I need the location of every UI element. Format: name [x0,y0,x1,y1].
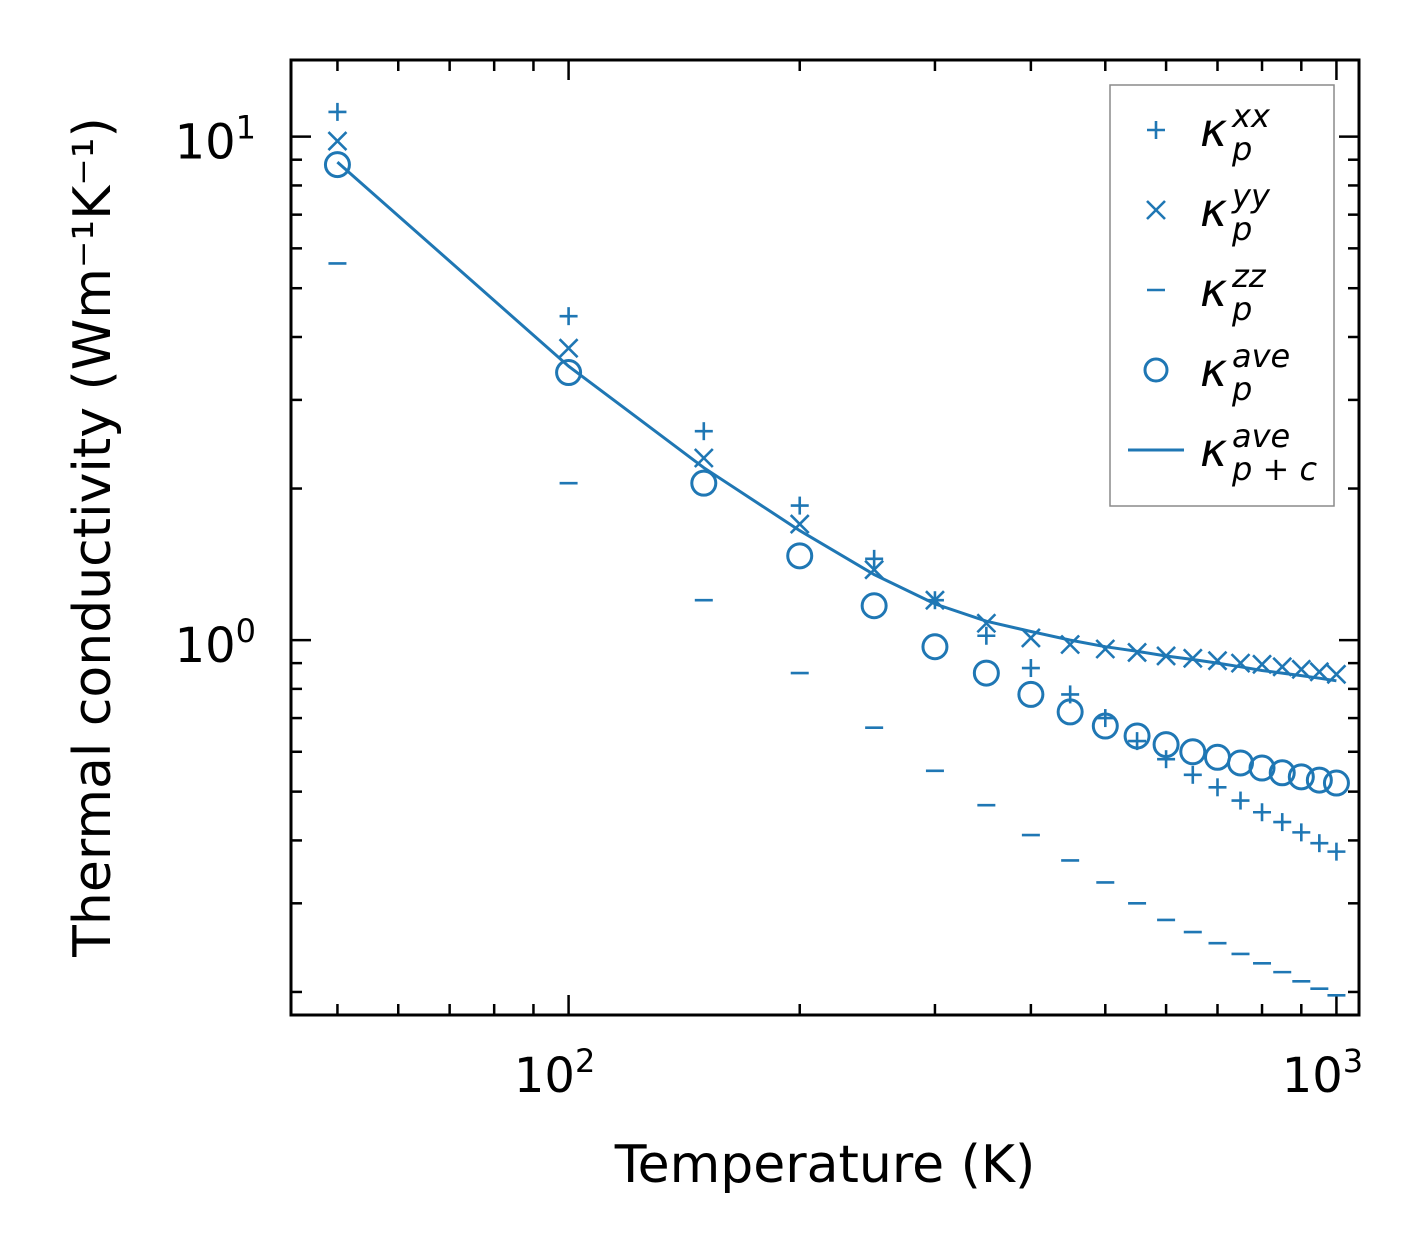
point-ave [690,469,718,497]
point-xx [1157,750,1176,769]
point-xx [1231,791,1250,810]
series-zz [328,262,1346,997]
legend-label: κ [1200,183,1227,237]
legend-sup: xx [1231,97,1271,135]
point-xx [1292,823,1311,842]
x-axis-label: Temperature (K) [614,1135,1036,1195]
point-ave [1287,763,1315,791]
point-ave [1056,698,1084,726]
point-yy [789,514,810,534]
legend-item-yy: κ pyy [1146,177,1271,248]
legend-swatch [1147,121,1165,139]
point-ave [1322,769,1350,797]
point-xx [1208,778,1227,797]
point-ave [555,359,583,387]
point-ave [1152,731,1180,759]
legend-sup: ave [1232,417,1290,455]
point-xx [1021,659,1040,678]
point-xx [1183,765,1202,784]
y-tick-label: 101 [175,109,256,171]
point-xx [694,422,713,441]
point-xx [1310,834,1329,853]
point-ave [1248,754,1276,782]
plot-frame [289,58,1361,1017]
legend-sub: p + c [1231,450,1317,488]
point-yy [558,338,579,359]
legend-sub: p [1231,210,1252,248]
legend-swatch [1143,357,1169,383]
point-yy-b [327,131,348,152]
point-xx [328,102,347,121]
point-ave [1123,722,1151,750]
legend-swatch-b [1146,200,1166,220]
legend-sub: p [1231,290,1252,328]
point-ave [860,592,888,620]
x-tick-label: 103 [1282,1042,1363,1104]
point-yy [864,559,885,580]
point-xx [1327,842,1346,861]
point-yy-b [1060,634,1081,655]
x-tick-label: 102 [514,1042,595,1104]
point-xx [559,307,578,326]
legend-label: κ [1200,103,1227,157]
point-ave [1091,712,1119,740]
point-yy [327,131,348,152]
point-xx [1096,709,1115,728]
legend-swatch [1146,200,1166,220]
series-xx [328,102,1346,861]
point-ave [323,151,351,179]
point-xx [977,626,996,645]
legend-label: κ [1200,343,1227,397]
point-yy-b [925,590,945,611]
series-ave [323,151,1350,797]
point-ave [1017,680,1045,708]
legend-sup: zz [1231,257,1267,295]
point-ave [921,633,949,661]
point-xx [1253,803,1272,822]
point-ave [1305,766,1333,794]
legend-sub: p [1231,130,1252,168]
tick-labels: 102 103 100 101 [175,109,1364,1104]
point-xx [1273,813,1292,832]
point-yy-b [558,338,579,359]
point-ave [972,659,1000,687]
legend-item-zz: κ pzz [1147,257,1267,328]
legend-sub: p [1231,370,1252,408]
series-ave_pc-line [336,160,1337,683]
axis-ticks [291,60,1359,1015]
point-xx [865,549,884,568]
point-yy-b [864,559,885,580]
point-yy [976,613,997,634]
point-yy [1095,639,1116,659]
point-yy-b [1230,653,1251,674]
point-ave [786,542,814,570]
legend-label: κ [1200,423,1227,477]
series-layer [323,102,1350,997]
y-axis-label: Thermal conductivity (Wm⁻¹K⁻¹) [63,117,123,958]
point-yy-b [1095,639,1116,659]
point-xx [790,496,809,515]
legend-frame [1109,84,1335,507]
point-yy [1207,650,1228,671]
legend-sup: ave [1232,337,1290,375]
point-yy-b [1207,650,1228,671]
point-ave [1268,759,1296,787]
y-tick-label: 100 [175,612,256,674]
legend-sup: yy [1231,177,1271,215]
legend-item-xx: κ pxx [1147,97,1271,168]
point-yy-b [789,514,810,534]
point-yy-b [976,613,997,634]
point-ave [1179,738,1207,766]
legend-label: κ [1200,263,1227,317]
